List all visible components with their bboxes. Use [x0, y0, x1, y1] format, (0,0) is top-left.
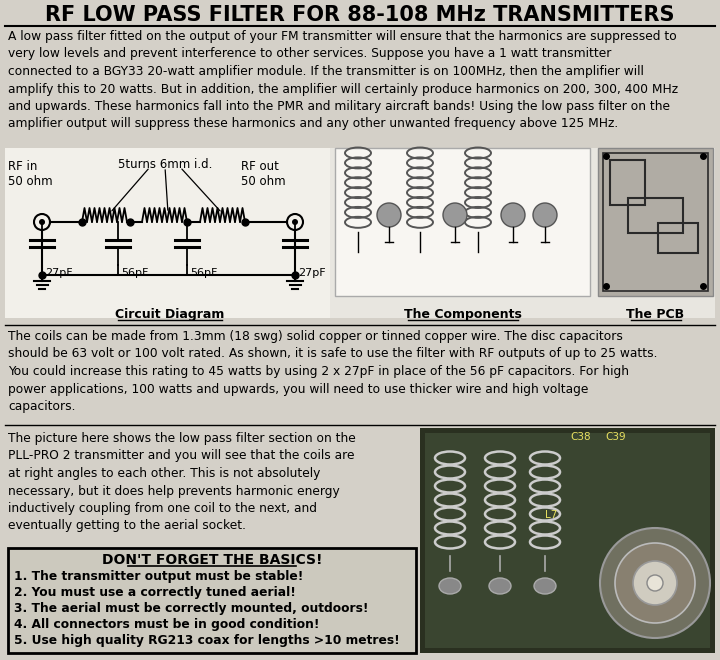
Circle shape — [647, 575, 663, 591]
Ellipse shape — [501, 203, 525, 227]
Text: 4. All connectors must be in good condition!: 4. All connectors must be in good condit… — [14, 618, 320, 631]
Text: The PCB: The PCB — [626, 308, 685, 321]
Text: DON'T FORGET THE BASICS!: DON'T FORGET THE BASICS! — [102, 553, 323, 567]
Text: 3. The aerial must be correctly mounted, outdoors!: 3. The aerial must be correctly mounted,… — [14, 602, 369, 615]
Text: 5turns 6mm i.d.: 5turns 6mm i.d. — [118, 158, 212, 171]
Ellipse shape — [489, 578, 511, 594]
Bar — [610, 160, 645, 205]
Text: 5. Use high quality RG213 coax for lengths >10 metres!: 5. Use high quality RG213 coax for lengt… — [14, 634, 400, 647]
Text: The coils can be made from 1.3mm (18 swg) solid copper or tinned copper wire. Th: The coils can be made from 1.3mm (18 swg… — [8, 330, 657, 413]
Text: RF in
50 ohm: RF in 50 ohm — [8, 160, 53, 188]
Ellipse shape — [443, 203, 467, 227]
Bar — [5, 148, 330, 318]
Ellipse shape — [533, 203, 557, 227]
Text: L7: L7 — [545, 510, 557, 520]
Text: A low pass filter fitted on the output of your FM transmitter will ensure that t: A low pass filter fitted on the output o… — [8, 30, 678, 131]
Bar — [425, 433, 710, 648]
Ellipse shape — [534, 578, 556, 594]
Bar — [658, 223, 698, 253]
Bar — [603, 153, 708, 291]
Bar — [8, 548, 416, 653]
Ellipse shape — [377, 203, 401, 227]
Bar — [598, 148, 713, 296]
Text: RF LOW PASS FILTER FOR 88-108 MHz TRANSMITTERS: RF LOW PASS FILTER FOR 88-108 MHz TRANSM… — [45, 5, 675, 25]
Circle shape — [292, 219, 298, 225]
Circle shape — [615, 543, 695, 623]
Text: 2. You must use a correctly tuned aerial!: 2. You must use a correctly tuned aerial… — [14, 586, 296, 599]
Text: 56pF: 56pF — [121, 268, 148, 278]
Ellipse shape — [439, 578, 461, 594]
Bar — [5, 148, 715, 318]
Text: The picture here shows the low pass filter section on the
PLL-PRO 2 transmitter : The picture here shows the low pass filt… — [8, 432, 356, 533]
Text: RF out
50 ohm: RF out 50 ohm — [241, 160, 286, 188]
Circle shape — [39, 219, 45, 225]
Bar — [420, 428, 715, 653]
Text: C39: C39 — [605, 432, 626, 442]
Circle shape — [633, 561, 677, 605]
Text: 56pF: 56pF — [190, 268, 217, 278]
Circle shape — [600, 528, 710, 638]
Text: 1. The transmitter output must be stable!: 1. The transmitter output must be stable… — [14, 570, 303, 583]
Text: C38: C38 — [570, 432, 590, 442]
Text: 27pF: 27pF — [298, 268, 325, 278]
Text: Circuit Diagram: Circuit Diagram — [115, 308, 225, 321]
Bar — [335, 148, 590, 296]
Bar — [628, 198, 683, 233]
Text: 27pF: 27pF — [45, 268, 73, 278]
Text: The Components: The Components — [404, 308, 521, 321]
